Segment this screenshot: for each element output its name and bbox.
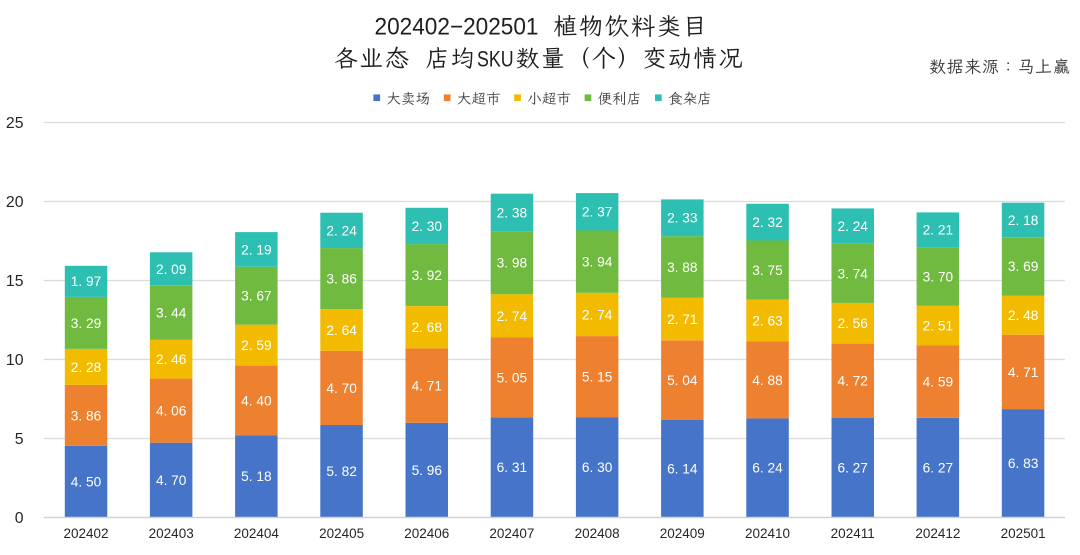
svg-text:2. 24: 2. 24 — [837, 219, 868, 234]
svg-text:2. 32: 2. 32 — [752, 215, 782, 230]
svg-text:5. 05: 5. 05 — [497, 370, 528, 385]
svg-text:5. 15: 5. 15 — [582, 370, 613, 385]
svg-text:2. 48: 2. 48 — [1008, 308, 1039, 323]
svg-text:3. 69: 3. 69 — [1008, 259, 1038, 274]
svg-text:3. 86: 3. 86 — [326, 272, 357, 287]
svg-text:3. 75: 3. 75 — [752, 263, 783, 278]
svg-text:2. 24: 2. 24 — [326, 223, 357, 238]
svg-text:202410: 202410 — [745, 526, 790, 541]
svg-text:6. 14: 6. 14 — [667, 461, 698, 476]
svg-text:4. 72: 4. 72 — [837, 374, 867, 389]
svg-text:20: 20 — [6, 194, 24, 211]
svg-text:2. 18: 2. 18 — [1008, 213, 1039, 228]
svg-text:3. 94: 3. 94 — [582, 255, 613, 270]
svg-text:SKU: SKU — [477, 47, 514, 72]
svg-text:0: 0 — [15, 510, 24, 527]
svg-text:3. 67: 3. 67 — [241, 289, 271, 304]
svg-text:5. 96: 5. 96 — [412, 463, 443, 478]
svg-text:2. 46: 2. 46 — [156, 352, 187, 367]
svg-text:202501: 202501 — [1001, 526, 1046, 541]
svg-text:202412: 202412 — [915, 526, 960, 541]
svg-text:2. 74: 2. 74 — [497, 309, 528, 324]
svg-text:4. 70: 4. 70 — [326, 381, 357, 396]
svg-text:6. 27: 6. 27 — [923, 460, 953, 475]
svg-text:202404: 202404 — [234, 526, 280, 541]
svg-text:4. 71: 4. 71 — [412, 379, 442, 394]
svg-text:3. 44: 3. 44 — [156, 305, 187, 320]
svg-text:202409: 202409 — [660, 526, 705, 541]
svg-text:2. 64: 2. 64 — [326, 323, 357, 338]
svg-text:2. 68: 2. 68 — [412, 320, 443, 335]
svg-text:25: 25 — [6, 115, 24, 132]
svg-text:2. 28: 2. 28 — [71, 360, 102, 375]
svg-text:2. 09: 2. 09 — [156, 262, 186, 277]
svg-text:2. 63: 2. 63 — [752, 313, 783, 328]
svg-text:2. 21: 2. 21 — [923, 223, 953, 238]
svg-text:3. 98: 3. 98 — [497, 256, 528, 271]
svg-text:3. 74: 3. 74 — [837, 266, 868, 281]
svg-text:2. 33: 2. 33 — [667, 211, 698, 226]
svg-text:4. 88: 4. 88 — [752, 373, 783, 388]
svg-text:202405: 202405 — [319, 526, 364, 541]
svg-text:5. 18: 5. 18 — [241, 469, 272, 484]
svg-text:4. 59: 4. 59 — [923, 375, 953, 390]
svg-text:2. 51: 2. 51 — [923, 319, 953, 334]
svg-text:5. 82: 5. 82 — [326, 464, 356, 479]
svg-text:2. 71: 2. 71 — [667, 312, 697, 327]
svg-text:6. 31: 6. 31 — [497, 460, 527, 475]
svg-text:4. 70: 4. 70 — [156, 473, 187, 488]
svg-text:6. 24: 6. 24 — [752, 461, 783, 476]
svg-text:2. 30: 2. 30 — [412, 219, 443, 234]
svg-text:5: 5 — [15, 431, 24, 448]
svg-text:3. 88: 3. 88 — [667, 260, 698, 275]
svg-text:202407: 202407 — [489, 526, 534, 541]
svg-text:3. 86: 3. 86 — [71, 408, 102, 423]
svg-text:6. 83: 6. 83 — [1008, 456, 1039, 471]
svg-text:202403: 202403 — [149, 526, 194, 541]
svg-text:2. 19: 2. 19 — [241, 242, 271, 257]
svg-text:202408: 202408 — [575, 526, 620, 541]
svg-text:202402−202501: 202402−202501 — [375, 13, 539, 40]
svg-text:3. 29: 3. 29 — [71, 316, 101, 331]
svg-text:4. 06: 4. 06 — [156, 404, 187, 419]
svg-text:4. 71: 4. 71 — [1008, 365, 1038, 380]
svg-text:1. 97: 1. 97 — [71, 274, 101, 289]
svg-text:4. 50: 4. 50 — [71, 474, 102, 489]
svg-text:6. 30: 6. 30 — [582, 460, 613, 475]
svg-text:4. 40: 4. 40 — [241, 393, 272, 408]
svg-text:202411: 202411 — [831, 526, 875, 541]
svg-text:15: 15 — [6, 273, 24, 290]
svg-text:2. 37: 2. 37 — [582, 205, 612, 220]
svg-text:6. 27: 6. 27 — [837, 460, 867, 475]
svg-text:202402: 202402 — [63, 526, 108, 541]
svg-text:202406: 202406 — [404, 526, 449, 541]
svg-text:2. 59: 2. 59 — [241, 338, 271, 353]
svg-text:3. 92: 3. 92 — [412, 268, 442, 283]
svg-text:2. 38: 2. 38 — [497, 205, 528, 220]
svg-text:2. 74: 2. 74 — [582, 307, 613, 322]
svg-text:10: 10 — [6, 352, 24, 369]
svg-text:2. 56: 2. 56 — [837, 316, 868, 331]
svg-text:3. 70: 3. 70 — [923, 269, 954, 284]
svg-text:5. 04: 5. 04 — [667, 373, 698, 388]
